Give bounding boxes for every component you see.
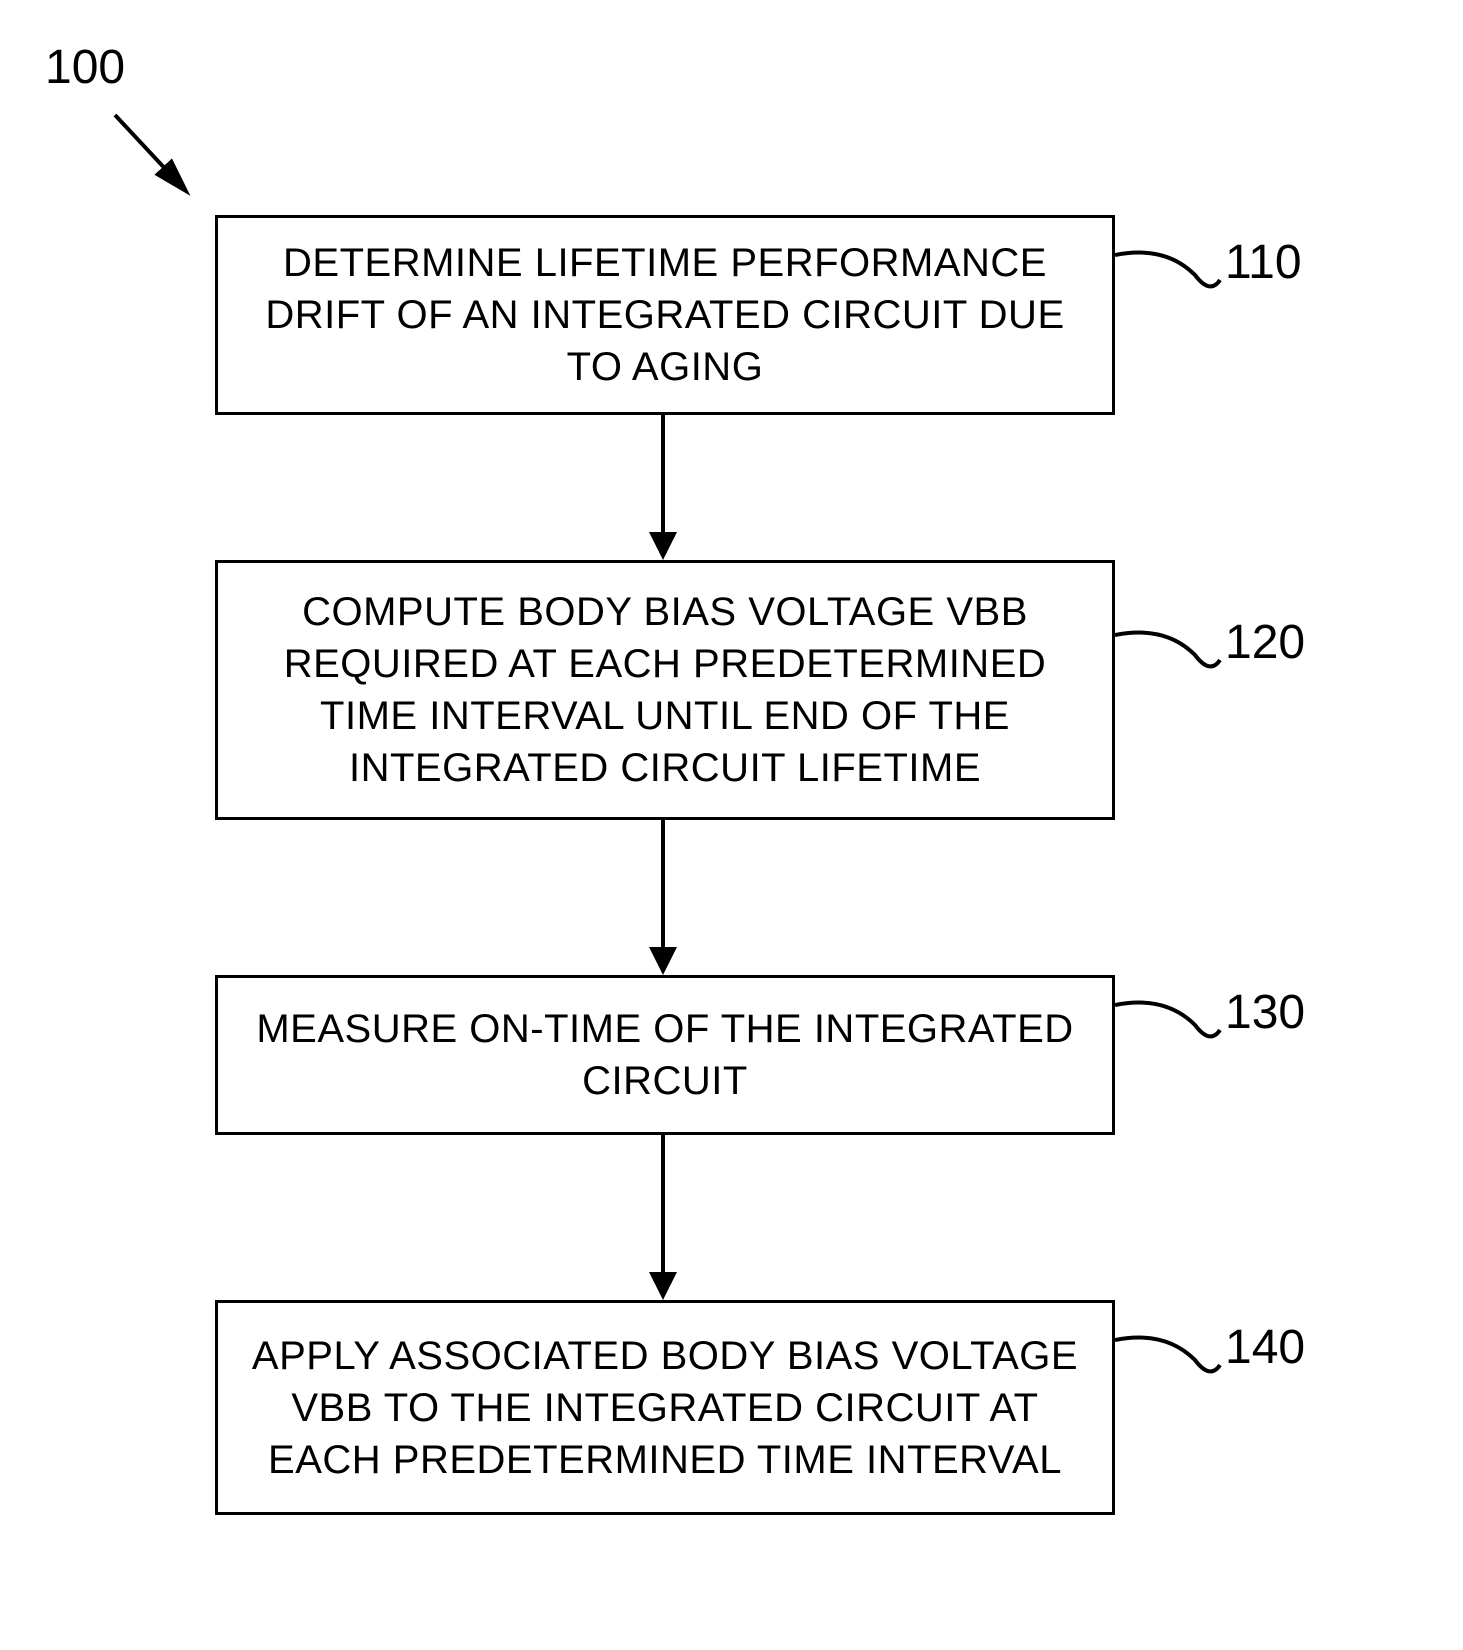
step-label-120: 120 bbox=[1225, 615, 1305, 670]
step-text-130: MEASURE ON-TIME OF THE INTEGRATED CIRCUI… bbox=[248, 1003, 1082, 1107]
arrow-3-head bbox=[649, 1272, 677, 1300]
callout-curve-120 bbox=[1115, 625, 1225, 695]
arrow-1-head bbox=[649, 532, 677, 560]
callout-curve-130 bbox=[1115, 995, 1225, 1065]
step-box-110: DETERMINE LIFETIME PERFORMANCE DRIFT OF … bbox=[215, 215, 1115, 415]
step-text-110: DETERMINE LIFETIME PERFORMANCE DRIFT OF … bbox=[248, 237, 1082, 393]
step-text-120: COMPUTE BODY BIAS VOLTAGE VBB REQUIRED A… bbox=[248, 586, 1082, 794]
arrow-3-line bbox=[661, 1135, 665, 1272]
arrow-2-line bbox=[661, 820, 665, 947]
arrow-2-head bbox=[649, 947, 677, 975]
step-label-110: 110 bbox=[1225, 235, 1302, 290]
diagram-id-text: 100 bbox=[45, 41, 125, 94]
callout-curve-110 bbox=[1115, 245, 1225, 315]
arrow-1-line bbox=[661, 415, 665, 532]
step-id-110: 110 bbox=[1225, 236, 1302, 289]
step-label-140: 140 bbox=[1225, 1320, 1305, 1375]
step-text-140: APPLY ASSOCIATED BODY BIAS VOLTAGE VBB T… bbox=[248, 1330, 1082, 1486]
diagram-id-label: 100 bbox=[45, 40, 125, 95]
step-box-140: APPLY ASSOCIATED BODY BIAS VOLTAGE VBB T… bbox=[215, 1300, 1115, 1515]
step-id-140: 140 bbox=[1225, 1321, 1305, 1374]
flowchart-container: 100 DETERMINE LIFETIME PERFORMANCE DRIFT… bbox=[0, 0, 1463, 1650]
step-box-120: COMPUTE BODY BIAS VOLTAGE VBB REQUIRED A… bbox=[215, 560, 1115, 820]
diagram-id-arrow bbox=[100, 100, 220, 220]
step-id-130: 130 bbox=[1225, 986, 1305, 1039]
callout-curve-140 bbox=[1115, 1330, 1225, 1400]
step-label-130: 130 bbox=[1225, 985, 1305, 1040]
step-box-130: MEASURE ON-TIME OF THE INTEGRATED CIRCUI… bbox=[215, 975, 1115, 1135]
step-id-120: 120 bbox=[1225, 616, 1305, 669]
